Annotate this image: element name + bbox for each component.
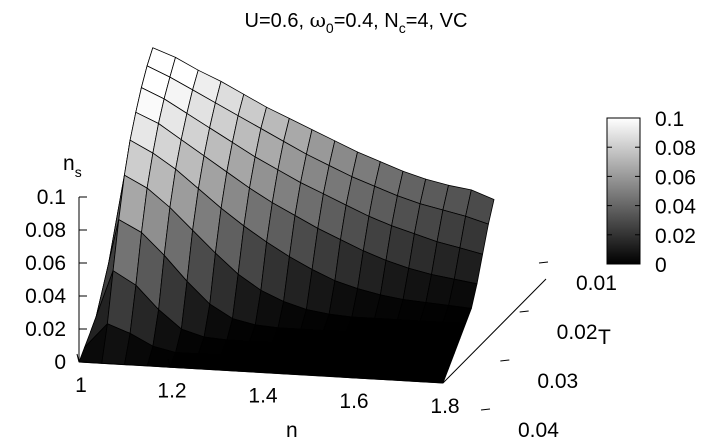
- chart-title: U=0.6, ω0=0.4, Nc=4, VC: [245, 8, 468, 36]
- y-axis-line: [442, 278, 547, 384]
- colorbar: [606, 117, 641, 265]
- x-tick: [167, 359, 171, 368]
- x-tick: [258, 364, 262, 373]
- x-tick: [349, 369, 353, 378]
- x-tick-label: 1.4: [248, 385, 278, 408]
- y-tick: [538, 261, 549, 264]
- x-tick: [440, 374, 444, 384]
- z-tick-label: 0.02: [25, 318, 66, 341]
- colorbar-tick-label: 0: [655, 254, 667, 277]
- x-tick-label: 1.6: [339, 390, 368, 413]
- y-tick-label: 0.02: [557, 321, 598, 344]
- surface-cell: [453, 247, 484, 285]
- x-tick: [76, 353, 80, 363]
- axes-layer: 0 0.02 0.04 0.06 0.08 0.1 1 1.2 1.4 1.6 1.8 0.01 0.0…: [25, 186, 617, 441]
- z-tick-label: 0.04: [25, 285, 66, 308]
- surface-layer: [78, 47, 495, 384]
- x-tick-label: 1.2: [157, 379, 186, 402]
- x-axis-label: n: [286, 419, 298, 441]
- y-tick: [480, 408, 491, 411]
- y-axis-label: T: [598, 326, 611, 349]
- colorbar-ticks: 0 0.02 0.04 0.06 0.08 0.1: [607, 108, 696, 277]
- z-tick-label: 0: [54, 351, 66, 374]
- colorbar-tick-label: 0.04: [655, 196, 696, 219]
- x-tick-label: 1.8: [430, 395, 459, 418]
- y-tick-label: 0.01: [576, 272, 617, 295]
- z-tick-label: 0.06: [25, 252, 66, 275]
- z-tick-label: 0.1: [37, 186, 66, 209]
- colorbar-tick-label: 0.1: [655, 108, 684, 131]
- y-tick-label: 0.04: [518, 419, 559, 441]
- z-tick-label: 0.08: [25, 219, 66, 242]
- y-tick: [500, 359, 510, 362]
- colorbar-tick-label: 0.02: [655, 225, 696, 248]
- y-tick: [519, 310, 529, 313]
- colorbar-tick-label: 0.06: [655, 166, 696, 189]
- z-axis-label: ns: [63, 152, 82, 180]
- x-tick-label: 1: [75, 374, 87, 397]
- colorbar-tick-label: 0.08: [655, 137, 696, 160]
- y-tick-label: 0.03: [537, 370, 578, 393]
